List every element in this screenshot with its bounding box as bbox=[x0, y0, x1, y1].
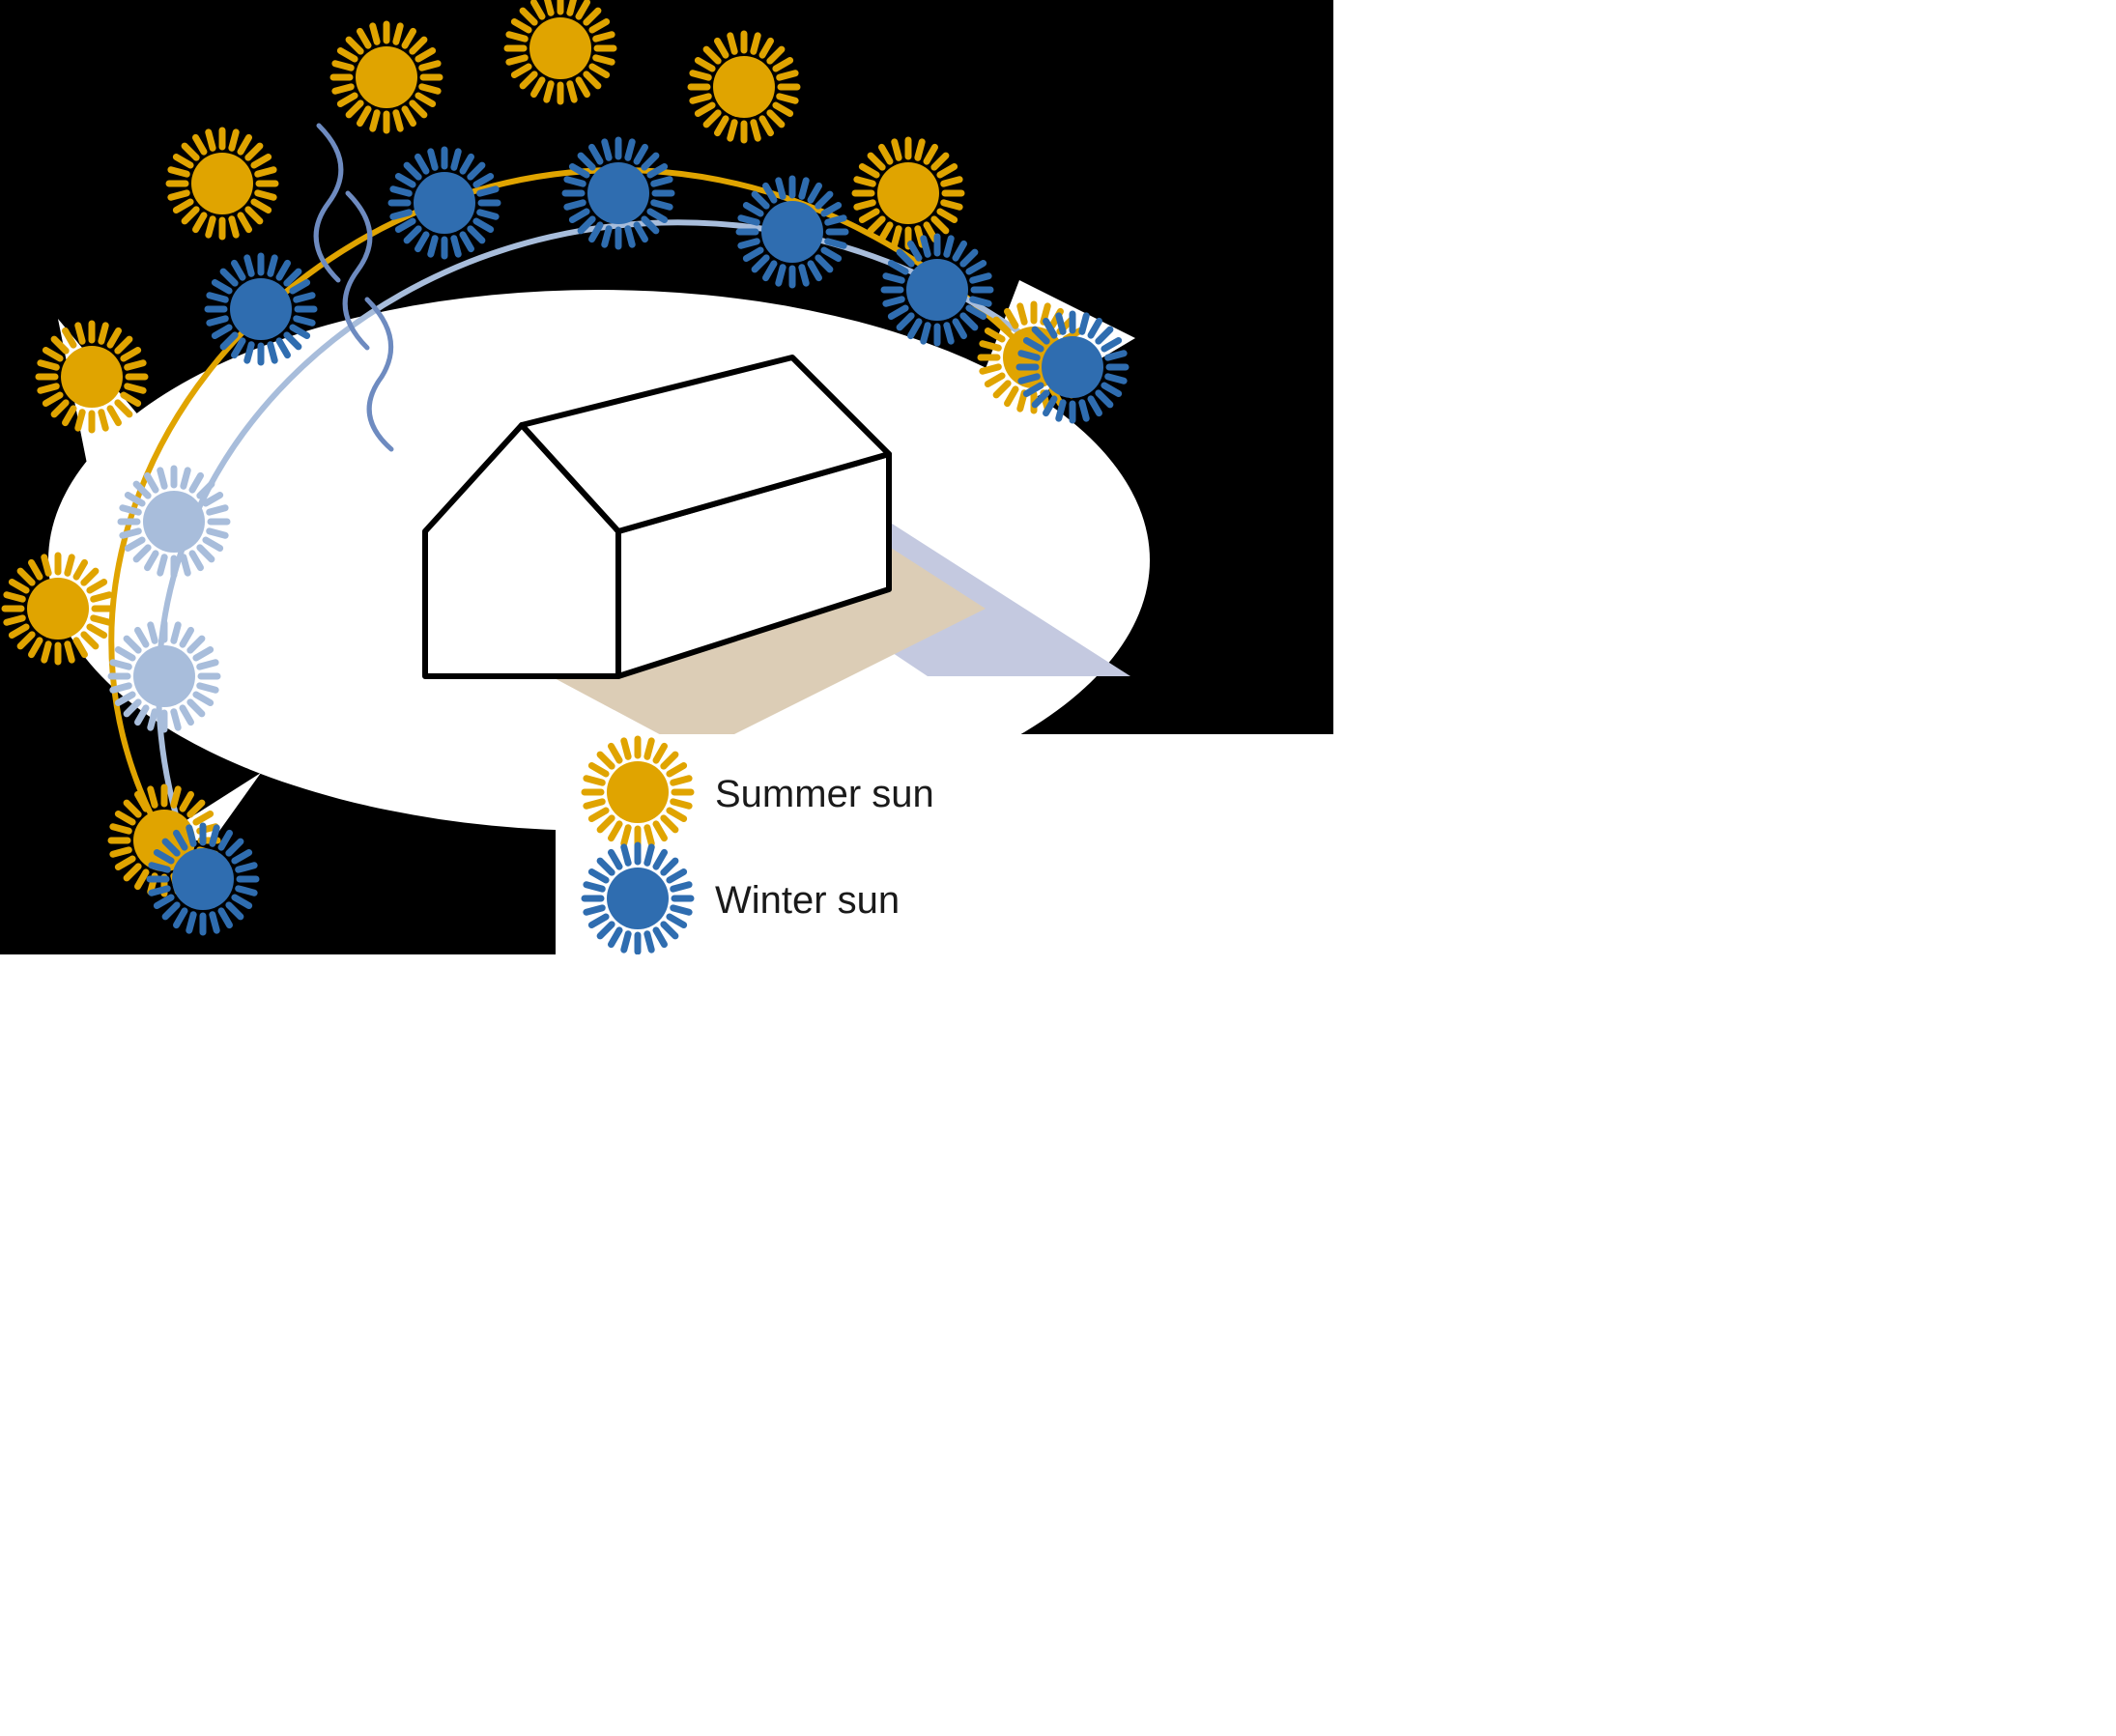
winter-sun-icon-5 bbox=[565, 140, 672, 246]
winter-sun-icon-3 bbox=[208, 256, 314, 362]
summer-sun-icon-1 bbox=[5, 555, 111, 662]
summer-sun-icon-6 bbox=[691, 34, 797, 140]
legend-sun-icon-0 bbox=[585, 739, 691, 845]
winter-sun-icon-0 bbox=[150, 826, 256, 932]
summer-sun-icon-4 bbox=[333, 24, 440, 130]
legend-sun-icon-1 bbox=[585, 845, 691, 952]
winter-sun-icon-2 bbox=[121, 469, 227, 575]
summer-sun-icon-3 bbox=[169, 130, 275, 237]
legend-label-0: Summer sun bbox=[715, 773, 934, 815]
winter-sun-icon-1 bbox=[111, 623, 217, 729]
winter-sun-icon-7 bbox=[884, 237, 990, 343]
winter-sun-icon-4 bbox=[391, 150, 498, 256]
summer-sun-icon-7 bbox=[855, 140, 961, 246]
winter-sun-icon-6 bbox=[739, 179, 845, 285]
winter-sun-icon-8 bbox=[1019, 314, 1126, 420]
summer-sun-icon-2 bbox=[39, 324, 145, 430]
legend-label-1: Winter sun bbox=[715, 879, 900, 922]
